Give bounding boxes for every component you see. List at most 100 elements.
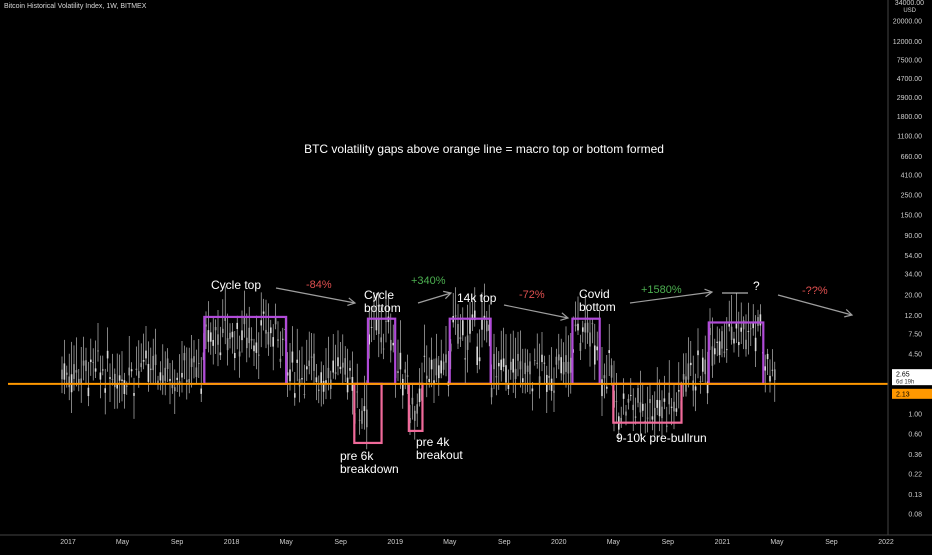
candle-body: [375, 317, 378, 331]
candle-body: [560, 357, 562, 374]
y-tick-label: 150.00: [901, 213, 923, 220]
x-tick-label: Sep: [171, 539, 184, 546]
annotation-label: -??%: [802, 285, 828, 297]
candle-body: [274, 316, 277, 325]
candle-body: [243, 317, 246, 325]
y-tick-label: 660.00: [901, 154, 923, 161]
candle-body: [66, 372, 68, 375]
candle-body: [526, 365, 529, 372]
y-tick-label: 0.08: [908, 512, 922, 519]
candle-body: [642, 403, 644, 411]
candle-body: [176, 377, 178, 380]
candle-body: [433, 380, 435, 384]
line-tag-value: 2.13: [896, 391, 910, 398]
candle-body: [495, 376, 498, 378]
candle-body: [409, 417, 411, 424]
candle-body: [634, 416, 637, 418]
price-tag-value: 2.65: [896, 372, 910, 379]
candle-body: [769, 375, 771, 382]
y-tick-label: 7.50: [908, 331, 922, 338]
candle-body: [90, 359, 92, 362]
line-tag-box: [892, 388, 932, 399]
candle-body: [296, 359, 298, 363]
candle-body: [471, 314, 474, 321]
candle-body: [270, 327, 272, 334]
y-tick-label: 1100.00: [897, 134, 922, 141]
candle-body: [320, 372, 322, 385]
arrow-14k-to-covid-head: [560, 312, 570, 321]
candle-body: [426, 375, 428, 379]
y-tick-label: 4700.00: [897, 76, 922, 83]
candle-body: [334, 372, 337, 374]
candle-body: [73, 364, 75, 379]
candle-body: [193, 356, 195, 363]
candle-body: [440, 360, 442, 374]
y-tick-label: 0.60: [908, 432, 922, 439]
candle-body: [728, 323, 730, 327]
candle-body: [474, 310, 476, 321]
y-tick-label: 4.50: [908, 352, 922, 359]
x-tick-label: Sep: [662, 539, 675, 546]
candle-body: [339, 366, 342, 370]
candle-body: [582, 327, 584, 332]
candle-body: [186, 379, 188, 383]
candle-body: [255, 342, 258, 353]
candle-body: [771, 369, 774, 371]
y-tick-label: 12.00: [904, 313, 922, 320]
candle-body: [138, 371, 140, 378]
candle-body: [382, 348, 385, 350]
candle-body: [152, 355, 154, 371]
candle-body: [306, 366, 308, 370]
arrow-top-to-bottom-head: [347, 297, 357, 307]
y-tick-label: 0.22: [908, 471, 922, 478]
candle-body: [524, 362, 526, 375]
candle-body: [738, 341, 740, 346]
arrows-layer: [275, 287, 854, 321]
candle-body: [363, 406, 366, 412]
candle-body: [181, 372, 183, 378]
candle-body: [718, 341, 721, 356]
candle-body: [195, 367, 198, 378]
candle-body: [423, 355, 426, 357]
candle-body: [462, 320, 464, 336]
y-tick-label: 34000.00: [895, 0, 924, 7]
candle-body: [94, 368, 97, 372]
candle-body: [392, 342, 394, 346]
candle-body: [498, 362, 500, 367]
candle-body: [97, 350, 99, 352]
annotation-label: ?: [753, 279, 760, 293]
candle-body: [615, 401, 618, 403]
boxes-layer: [203, 315, 765, 445]
candle-body: [709, 327, 711, 336]
candle-body: [668, 392, 670, 405]
candle-body: [553, 390, 555, 393]
candle-body: [483, 315, 486, 319]
candle-body: [154, 354, 157, 366]
candle-body: [104, 388, 106, 393]
candle-body: [502, 358, 505, 367]
candle-body: [366, 409, 368, 428]
candle-body: [291, 351, 294, 363]
candle-body: [128, 367, 130, 376]
x-axis[interactable]: 2017 May Sep 2018 May Sep 2019 May Sep 2020 May Sep…: [0, 534, 932, 546]
candle-body: [469, 318, 471, 334]
x-tick-label: May: [607, 539, 621, 546]
candle-body: [116, 383, 118, 389]
candle-body: [490, 387, 493, 398]
candle-body: [164, 367, 166, 381]
candle-body: [692, 380, 694, 391]
candle-body: [418, 388, 421, 403]
candle-body: [745, 339, 747, 350]
candle-body: [646, 417, 649, 419]
x-tick-label: Sep: [825, 539, 838, 546]
x-tick-label: 2018: [224, 539, 240, 546]
candle-body: [584, 323, 586, 333]
candle-body: [282, 338, 284, 340]
candle-body: [313, 353, 315, 371]
price-tag-countdown: 6d 19h: [896, 380, 914, 386]
volatility-low-box: [353, 382, 383, 445]
chart-header: Bitcoin Historical Volatility Index, 1W,…: [4, 3, 147, 10]
